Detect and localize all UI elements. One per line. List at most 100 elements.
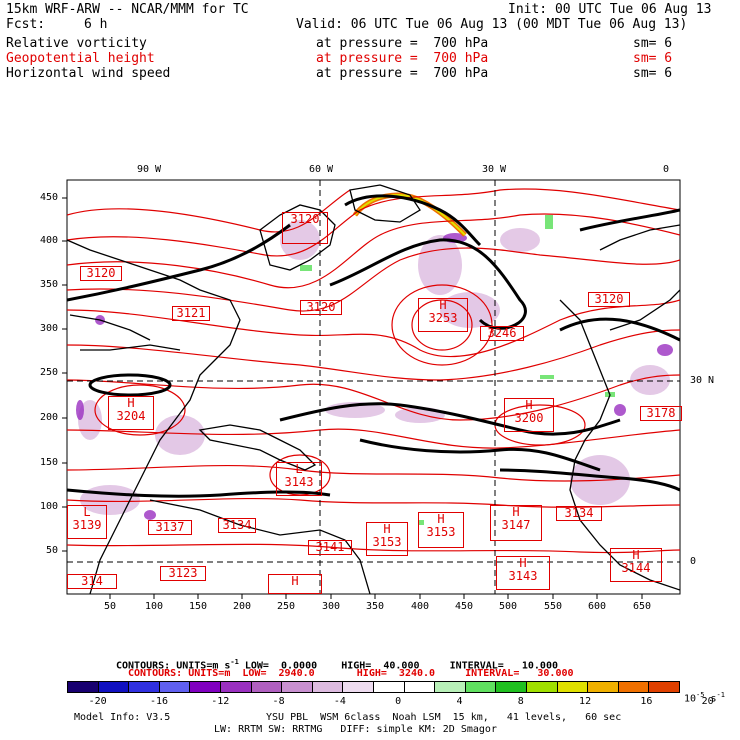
lon-label-60w: 60 W (309, 164, 334, 175)
y-tick-100: 100 (40, 501, 59, 512)
colorbar-tick-label: 8 (517, 696, 524, 707)
high-label-box: H 3144 (610, 548, 662, 582)
field-name-wind: Horizontal wind speed (6, 66, 171, 81)
fcst-label: Fcst: (6, 17, 46, 32)
colorbar-tick-label: 20 (701, 696, 714, 707)
colorbar-tick-label: 4 (456, 696, 463, 707)
y-tick-50: 50 (46, 545, 59, 556)
x-tick-600: 600 (588, 601, 607, 612)
x-tick-300: 300 (322, 601, 341, 612)
geopotential-contours (67, 188, 680, 554)
colorbar-cell (281, 682, 312, 692)
colorbar-tick-label: -8 (272, 696, 285, 707)
height-label-box: 3141 (308, 540, 352, 555)
x-tick-100: 100 (145, 601, 164, 612)
colorbar-cell (342, 682, 373, 692)
field-level-wind: at pressure = 700 hPa (316, 66, 489, 81)
height-label-box: 3137 (148, 520, 192, 535)
colorbar-unit: 10-5 s-1 (684, 691, 725, 705)
physics-line2: LW: RRTM SW: RRTMG DIFF: simple KM: 2D S… (214, 724, 497, 735)
field-sm-wind: sm= 6 (633, 66, 673, 81)
y-tick-150: 150 (40, 457, 59, 468)
colorbar-cell (464, 682, 496, 692)
y-tick-450: 450 (40, 192, 59, 203)
contours-wind-label: CONTOURS: UNITS=m s-1 LOW= 0.0000 HIGH= … (116, 658, 558, 672)
high-label-box: H 3153 (418, 512, 464, 548)
colorbar-tick-label: 0 (395, 696, 402, 707)
colorbar-cell (587, 682, 618, 692)
high-label-box: H 3143 (496, 556, 550, 590)
colorbar-tick-label: -4 (333, 696, 346, 707)
high-label-box: H 3204 (108, 396, 154, 430)
colorbar-cell (68, 682, 98, 692)
height-label-box: 3121 (172, 306, 210, 321)
y-tick-200: 200 (40, 412, 59, 423)
lat-label-30n: 30 N (690, 375, 715, 386)
colorbar-cell (311, 682, 343, 692)
colorbar-cell (97, 682, 129, 692)
colorbar-cell (403, 682, 435, 692)
axis-ticks (62, 197, 643, 599)
init-time: Init: 00 UTC Tue 06 Aug 13 (508, 2, 712, 17)
colorbar-tick-label: -12 (211, 696, 230, 707)
x-tick-550: 550 (544, 601, 563, 612)
field-name-vorticity: Relative vorticity (6, 36, 147, 51)
field-sm-geopotential: sm= 6 (633, 51, 673, 66)
x-tick-150: 150 (189, 601, 208, 612)
y-tick-350: 350 (40, 279, 59, 290)
x-tick-50: 50 (104, 601, 117, 612)
low-label-box: L 3143 (276, 462, 322, 496)
high-label-box: H 3147 (490, 505, 542, 541)
jet-inner (354, 194, 466, 236)
colorbar-cell (250, 682, 282, 692)
low-label-box: L 3139 (67, 505, 107, 539)
colorbar-cell (219, 682, 251, 692)
fcst-value: 6 h (84, 17, 108, 32)
x-tick-450: 450 (455, 601, 474, 612)
colorbar-cell (525, 682, 557, 692)
lat-label-0: 0 (690, 556, 697, 567)
high-label-box: H (268, 574, 322, 594)
colorbar-cell (128, 682, 159, 692)
colorbar-cell (495, 682, 526, 692)
x-tick-650: 650 (633, 601, 652, 612)
lon-label-0: 0 (663, 164, 670, 175)
height-label-box: 3246 (480, 326, 524, 341)
colorbar-tick-label: -16 (149, 696, 168, 707)
height-label-box: 3120 (300, 300, 342, 315)
height-label-box: 3120 (80, 266, 122, 281)
height-label-box: 3120 (588, 292, 630, 307)
high-label-box: H 3153 (366, 522, 408, 556)
lon-label-30w: 30 W (482, 164, 507, 175)
physics-line1: YSU PBL WSM 6class Noah LSM 15 km, 41 le… (266, 712, 622, 723)
colorbar-cell (648, 682, 679, 692)
field-level-vorticity: at pressure = 700 hPa (316, 36, 489, 51)
field-name-geopotential: Geopotential height (6, 51, 155, 66)
coastlines (67, 184, 680, 594)
colorbar-tick-label: 12 (579, 696, 592, 707)
colorbar-cell (617, 682, 649, 692)
colorbar-tick-label: 16 (640, 696, 653, 707)
lat-lon-grid (67, 180, 680, 594)
x-tick-500: 500 (499, 601, 518, 612)
y-tick-250: 250 (40, 367, 59, 378)
contours-height-label: CONTOURS: UNITS=m LOW= 2940.0 HIGH= 3240… (128, 668, 574, 679)
colorbar-cell (556, 682, 588, 692)
high-label-box: H 3253 (418, 298, 468, 332)
lon-label-90w: 90 W (137, 164, 162, 175)
x-tick-400: 400 (411, 601, 430, 612)
y-tick-300: 300 (40, 323, 59, 334)
y-tick-400: 400 (40, 235, 59, 246)
height-label-box: 3134 (556, 506, 602, 521)
model-title: 15km WRF-ARW -- NCAR/MMM for TC (6, 2, 249, 17)
colorbar-cell (158, 682, 190, 692)
height-label-box: 3123 (160, 566, 206, 581)
height-label-box: 3120 (282, 212, 328, 244)
height-label-box: 3178 (640, 406, 682, 421)
vorticity-colorbar (67, 681, 680, 693)
wind-speed-contours (67, 194, 680, 498)
valid-time: Valid: 06 UTC Tue 06 Aug 13 (00 MDT Tue … (296, 17, 688, 32)
colorbar-cell (434, 682, 465, 692)
colorbar-cell (372, 682, 404, 692)
